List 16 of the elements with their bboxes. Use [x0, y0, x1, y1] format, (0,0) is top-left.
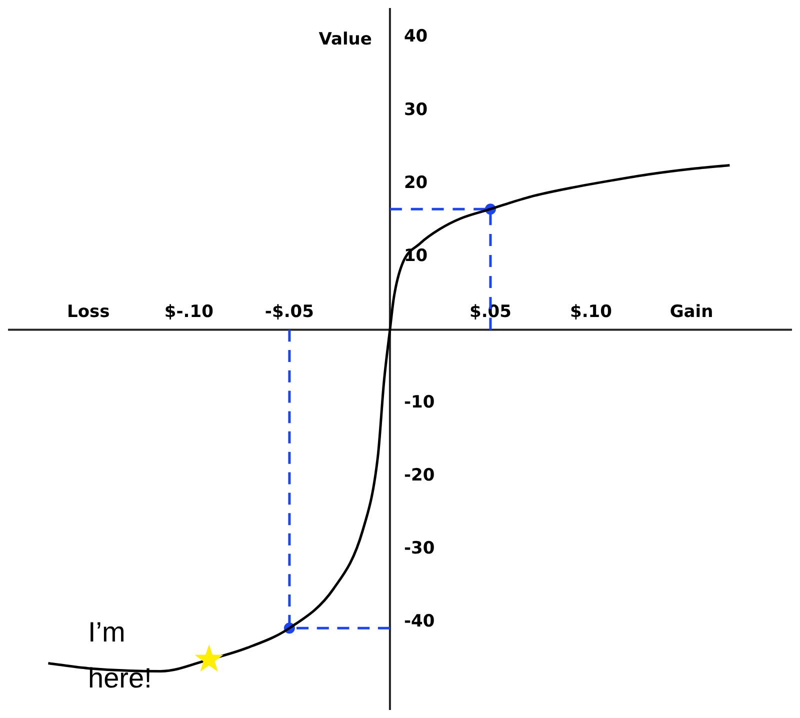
y-tick-label: -40 — [404, 612, 435, 632]
x-tick-label: Gain — [670, 302, 714, 322]
x-tick-label: $.05 — [469, 302, 512, 322]
y-tick-label: 20 — [404, 172, 428, 193]
y-tick-label: 40 — [404, 26, 428, 47]
y-tick-label: -20 — [404, 465, 435, 486]
y-tick-label: 30 — [404, 100, 428, 120]
x-tick-label: $-.10 — [164, 302, 214, 322]
y-axis-title: Value — [318, 29, 372, 50]
annotation: I’m here! — [88, 616, 152, 694]
point — [194, 644, 224, 672]
y-tick-label: -10 — [404, 392, 435, 412]
x-tick-label: -$.05 — [264, 302, 314, 322]
x-tick-label: Loss — [67, 302, 110, 322]
y-tick-label: -30 — [404, 538, 435, 559]
x-tick-label: $.10 — [570, 302, 612, 322]
